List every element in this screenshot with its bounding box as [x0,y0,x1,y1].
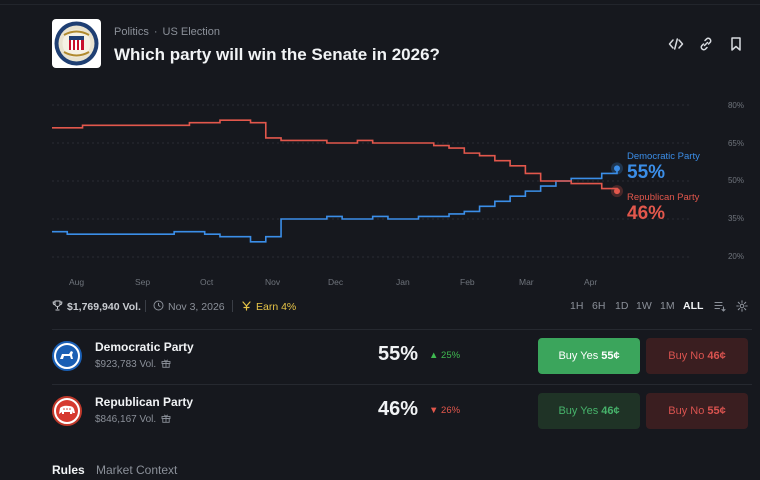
democratic-donkey-icon [52,341,82,371]
outcome-change: ▲ 25% [429,350,460,361]
x-tick-label: Jan [396,277,410,287]
bookmark-icon[interactable] [728,36,744,52]
x-tick-label: Sep [135,277,151,287]
outcome-volume-value: $923,783 Vol. [95,359,157,370]
x-tick-label: Mar [519,277,534,287]
buy-no-label: Buy No [668,350,705,362]
outcome-name: Republican Party [95,395,194,409]
gift-icon[interactable] [161,358,171,371]
legend-republican-value: 46% [627,203,666,224]
buy-yes-democratic-button[interactable]: Buy Yes 55¢ [538,338,640,374]
outcome-probability: 46% [378,398,419,420]
buy-yes-label: Buy Yes [558,350,599,362]
buy-no-republican-button[interactable]: Buy No 55¢ [646,393,748,429]
earn-rate: Earn 4% [256,301,297,313]
x-tick-label: Aug [69,277,85,287]
democratic-series-line [52,168,618,243]
gear-icon[interactable] [736,300,748,315]
timeframe-1m[interactable]: 1M [660,300,675,312]
buy-yes-republican-button[interactable]: Buy Yes 46¢ [538,393,640,429]
stats-divider [145,300,146,312]
market-header: Politics · US Election Which party will wi… [52,19,752,71]
republican-series-line [52,119,618,192]
row-divider [52,384,752,385]
y-tick-label: 20% [727,252,744,261]
embed-icon[interactable] [668,36,684,52]
outcome-volume-value: $846,167 Vol. [95,414,157,425]
timeframe-6h[interactable]: 6H [592,300,606,312]
x-tick-label: Nov [265,277,281,287]
outcome-volume: $923,783 Vol. [95,358,171,371]
up-arrow-icon: ▲ [429,350,439,361]
buy-no-price: 55¢ [707,405,726,417]
top-border [0,4,760,5]
outcome-row-democratic[interactable]: Democratic Party $923,783 Vol. 55% ▲ 25%… [52,331,752,381]
section-divider [52,329,752,330]
y-tick-label: 50% [727,176,744,185]
outcome-probability: 55% [378,343,419,365]
timeframe-1w[interactable]: 1W [636,300,652,312]
x-tick-label: Feb [460,277,475,287]
buy-no-label: Buy No [668,405,705,417]
timeframe-1h[interactable]: 1H [570,300,584,312]
republican-elephant-icon [52,396,82,426]
x-tick-label: Apr [584,277,598,287]
outcome-change-value: 26% [441,405,461,416]
timeframe-1d[interactable]: 1D [615,300,629,312]
x-tick-label: Dec [328,277,344,287]
volume-stat: $1,769,940 Vol. [52,300,141,314]
outcome-change: ▼ 26% [429,405,460,416]
chart-canvas [52,104,692,258]
outcome-name: Democratic Party [95,340,194,354]
senate-seal-icon [52,19,101,68]
earn-icon [241,300,252,314]
breadcrumb: Politics · US Election [114,26,220,38]
price-chart[interactable]: 80% 65% 50% 35% 20% Aug Sep Oct Nov Dec … [52,95,752,290]
tab-rules[interactable]: Rules [52,463,85,477]
link-icon[interactable] [698,36,714,52]
earn-stat[interactable]: Earn 4% [241,300,296,314]
chart-settings-list-icon[interactable] [714,300,726,315]
republican-endpoint-dot [614,188,620,195]
buy-yes-label: Buy Yes [558,405,599,417]
breadcrumb-category[interactable]: Politics [114,26,149,38]
breadcrumb-subcategory[interactable]: US Election [162,26,220,38]
clock-icon [153,300,164,314]
breadcrumb-separator: · [153,26,158,38]
header-actions [668,36,744,52]
buy-yes-price: 55¢ [601,350,620,362]
buy-yes-price: 46¢ [601,405,620,417]
legend-democratic-value: 55% [627,162,666,183]
gift-icon[interactable] [161,413,171,426]
x-tick-label: Oct [200,277,214,287]
end-date: Nov 3, 2026 [168,301,225,313]
stats-divider [232,300,233,312]
page-title: Which party will win the Senate in 2026? [114,45,440,64]
y-tick-label: 65% [727,139,744,148]
market-stats: $1,769,940 Vol. Nov 3, 2026 Earn 4% 1H 6… [52,298,752,316]
tab-market-context[interactable]: Market Context [96,463,178,477]
y-tick-label: 80% [727,101,744,110]
buy-no-price: 46¢ [707,350,726,362]
buy-no-democratic-button[interactable]: Buy No 46¢ [646,338,748,374]
legend-democratic-label: Democratic Party [627,151,700,162]
legend-republican-label: Republican Party [627,192,700,203]
outcome-volume: $846,167 Vol. [95,413,171,426]
down-arrow-icon: ▼ [429,405,439,416]
end-date-stat: Nov 3, 2026 [153,300,225,314]
trophy-icon [52,300,63,314]
outcome-row-republican[interactable]: Republican Party $846,167 Vol. 46% ▼ 26%… [52,386,752,436]
timeframe-all[interactable]: ALL [683,300,704,312]
y-tick-label: 35% [727,214,744,223]
democratic-endpoint-dot [614,165,620,172]
total-volume: $1,769,940 Vol. [67,301,141,313]
outcome-change-value: 25% [441,350,461,361]
